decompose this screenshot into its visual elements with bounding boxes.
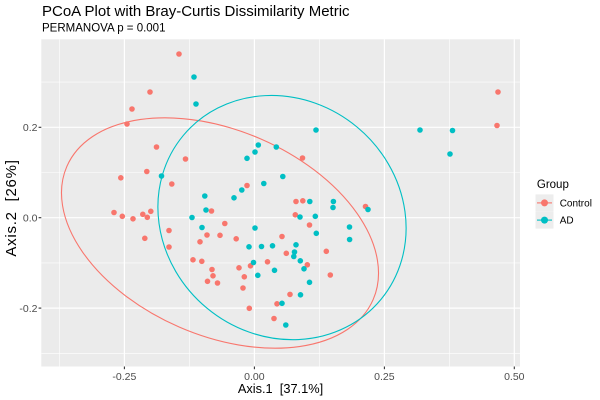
svg-text:Group: Group [537, 179, 569, 191]
svg-text:0.00: 0.00 [244, 371, 265, 383]
svg-text:Control: Control [560, 198, 592, 209]
svg-text:PERMANOVA p = 0.001: PERMANOVA p = 0.001 [42, 22, 165, 34]
svg-text:AD: AD [560, 215, 574, 226]
svg-text:0.50: 0.50 [504, 371, 525, 383]
svg-text:-0.2: -0.2 [19, 303, 37, 315]
svg-text:0.0: 0.0 [23, 213, 38, 225]
svg-text:Axis.2 [26%]: Axis.2 [26%] [3, 159, 20, 256]
svg-text:Axis.1 [37.1%]: Axis.1 [37.1%] [238, 381, 323, 396]
svg-text:0.25: 0.25 [374, 371, 395, 383]
svg-text:-0.25: -0.25 [112, 371, 136, 383]
svg-text:PCoA Plot with Bray-Curtis Dis: PCoA Plot with Bray-Curtis Dissimilarity… [42, 3, 350, 20]
svg-text:0.2: 0.2 [23, 122, 38, 134]
